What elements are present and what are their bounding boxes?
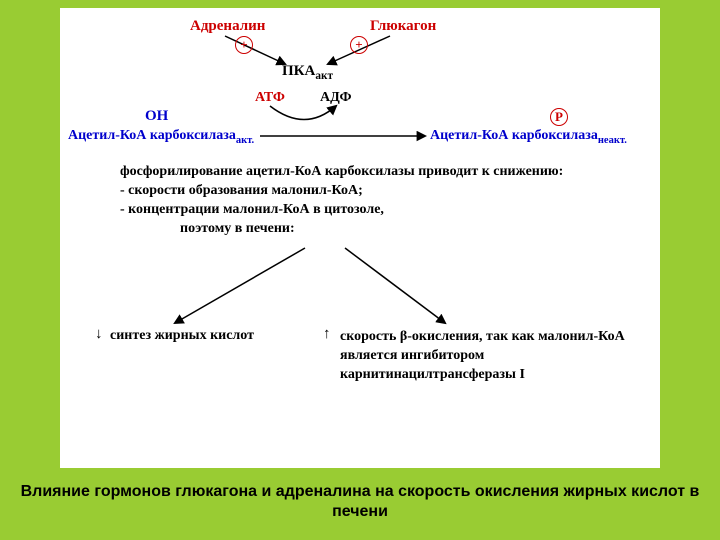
node-acc-inactive: Ацетил-КоА карбоксилазанеакт. xyxy=(430,128,627,146)
beta-ox-line1: скорость β-окисления, так как малонил-Ко… xyxy=(340,328,625,347)
phospho-line4: поэтому в печени: xyxy=(120,220,563,239)
pka-main: ПКА xyxy=(282,63,315,79)
phospho-line3: - концентрации малонил-КоА в цитозоле, xyxy=(120,201,563,220)
node-pka: ПКАакт xyxy=(282,63,333,82)
node-p-circle: Р xyxy=(550,108,568,126)
phospho-line2: - скорости образования малонил-КоА; xyxy=(120,182,563,201)
node-oh: ОН xyxy=(145,108,168,125)
acc-inact-sub: неакт. xyxy=(598,135,627,146)
node-atp: АТФ xyxy=(255,90,285,106)
slide-caption: Влияние гормонов глюкагона и адреналина … xyxy=(0,482,720,522)
node-adrenaline: Адреналин xyxy=(190,18,265,35)
phospho-line1: фосфорилирование ацетил-КоА карбоксилазы… xyxy=(120,163,563,182)
plus-circle-right: + xyxy=(350,36,368,54)
node-glucagon: Глюкагон xyxy=(370,18,436,35)
acc-act-prefix: Ацетил-КоА карбоксилаза xyxy=(68,128,236,143)
node-fa-synthesis: синтез жирных кислот xyxy=(110,328,254,344)
beta-ox-line3: карнитинацилтрансферазы I xyxy=(340,366,625,385)
acc-act-sub: акт. xyxy=(236,135,254,146)
plus-circle-left: + xyxy=(235,36,253,54)
acc-inact-prefix: Ацетил-КоА карбоксилаза xyxy=(430,128,598,143)
pka-sub: акт xyxy=(315,70,333,82)
up-arrow-icon: ↑ xyxy=(323,326,331,343)
down-arrow-icon: ↓ xyxy=(95,326,103,343)
node-adp: АДФ xyxy=(320,90,352,106)
diagram-panel: Адреналин Глюкагон + + ПКАакт АТФ АДФ ОН… xyxy=(60,8,660,468)
node-acc-active: Ацетил-КоА карбоксилазаакт. xyxy=(68,128,254,146)
node-beta-oxidation: скорость β-окисления, так как малонил-Ко… xyxy=(340,328,625,385)
beta-ox-line2: является ингибитором xyxy=(340,347,625,366)
phosphorylation-block: фосфорилирование ацетил-КоА карбоксилазы… xyxy=(120,163,563,239)
